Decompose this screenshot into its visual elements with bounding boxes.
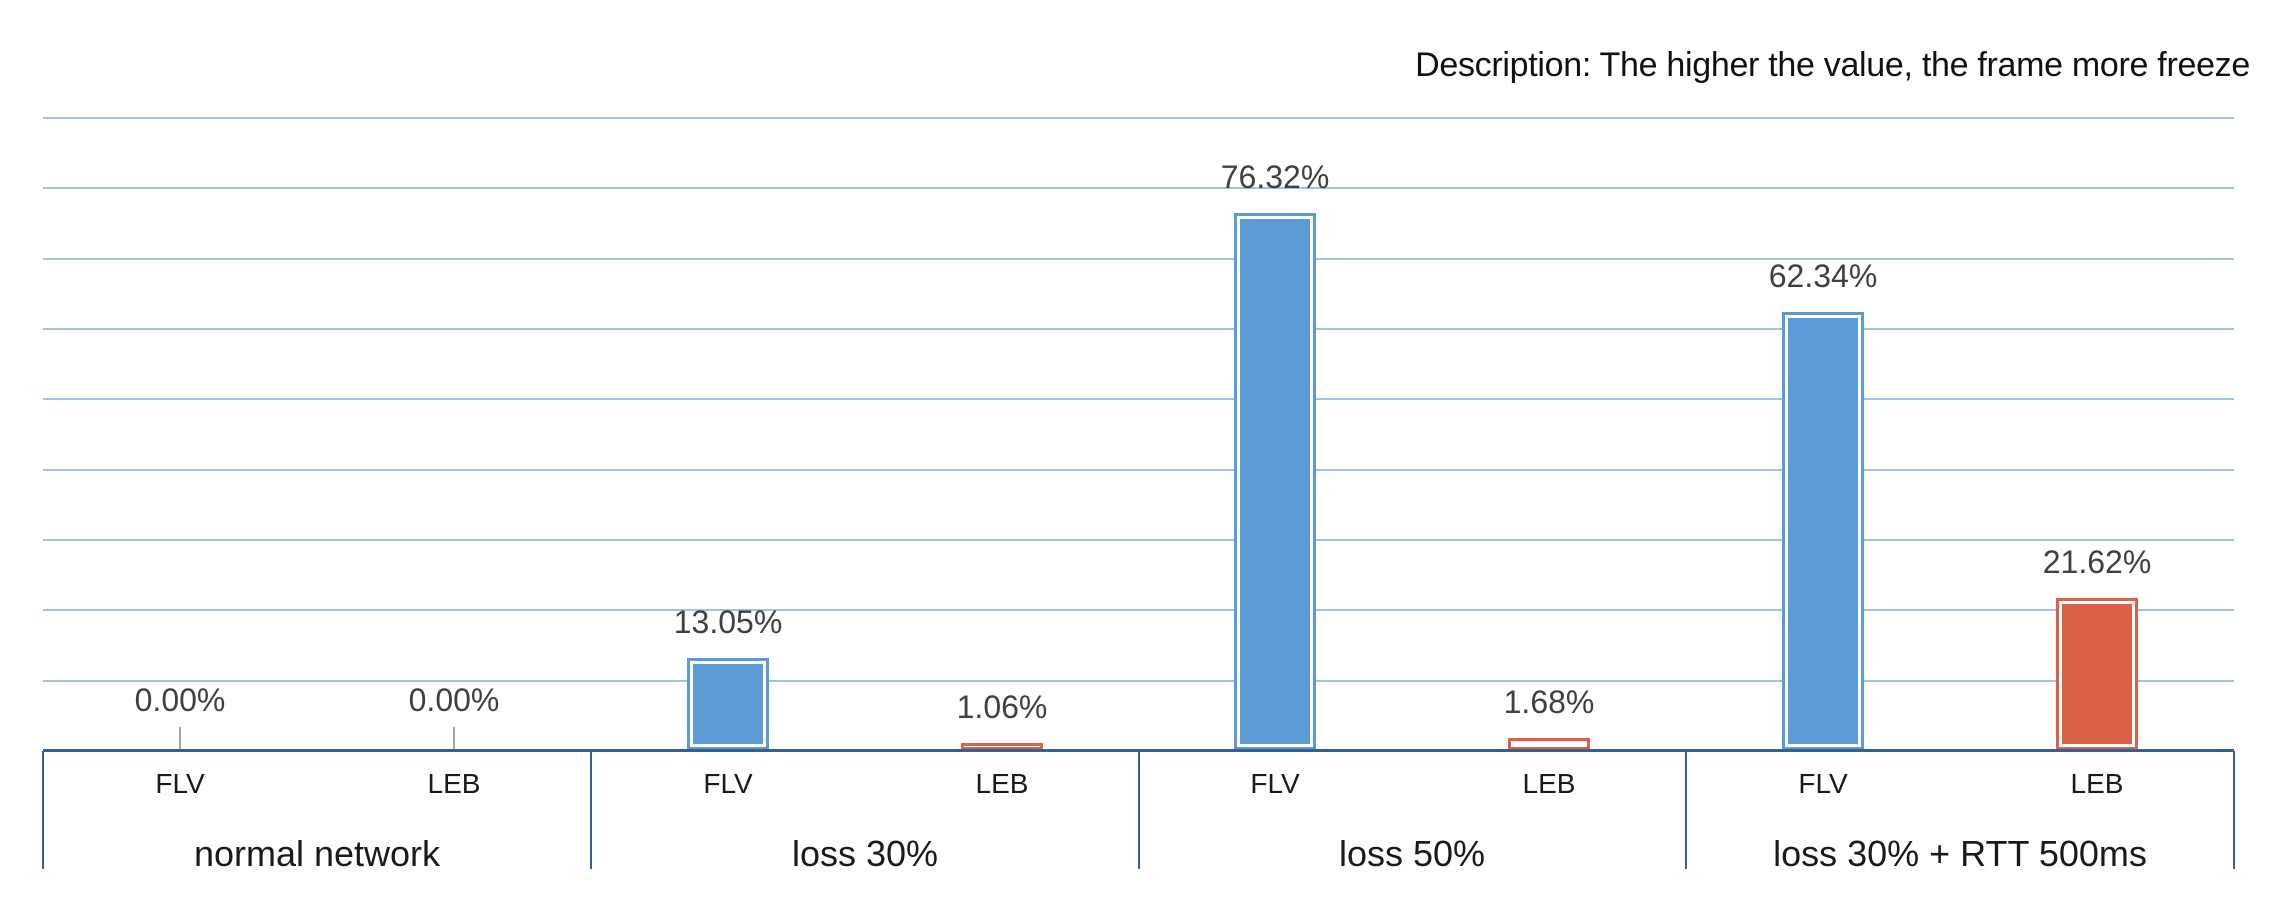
axis-divider-1 [590, 751, 592, 869]
category-label-leb-1: LEB [975, 768, 1029, 799]
group-label-1: loss 30% [791, 833, 939, 874]
gridline-70pct [43, 258, 2234, 260]
bar-flv-2 [1234, 213, 1316, 750]
value-label-flv-1: 13.05% [673, 604, 783, 640]
value-label-flv-0: 0.00% [134, 682, 226, 718]
bar-leb-1 [961, 743, 1043, 750]
gridline-10pct [43, 680, 2234, 682]
category-label-flv-1: FLV [703, 768, 753, 799]
zero-leader-line-leb-0 [453, 727, 455, 749]
bar-leb-2 [1508, 738, 1590, 750]
axis-baseline [43, 749, 2234, 752]
gridline-90pct [43, 117, 2234, 119]
axis-divider-3 [1685, 751, 1687, 869]
value-label-leb-1: 1.06% [956, 689, 1048, 725]
value-label-leb-0: 0.00% [408, 682, 500, 718]
value-label-flv-2: 76.32% [1220, 159, 1330, 195]
gridline-80pct [43, 187, 2234, 189]
group-label-0: normal network [193, 833, 441, 874]
group-label-2: loss 50% [1338, 833, 1486, 874]
bar-leb-3 [2056, 598, 2138, 750]
value-label-flv-3: 62.34% [1768, 258, 1878, 294]
axis-divider-4 [2233, 751, 2235, 869]
category-label-flv-2: FLV [1250, 768, 1300, 799]
chart-description: Description: The higher the value, the f… [1415, 46, 2250, 84]
axis-divider-2 [1138, 751, 1140, 869]
category-label-flv-3: FLV [1798, 768, 1848, 799]
category-label-leb-2: LEB [1522, 768, 1576, 799]
gridline-50pct [43, 398, 2234, 400]
gridline-60pct [43, 328, 2234, 330]
gridline-20pct [43, 609, 2234, 611]
value-label-leb-3: 21.62% [2042, 544, 2152, 580]
zero-leader-line-flv-0 [179, 727, 181, 749]
gridline-30pct [43, 539, 2234, 541]
group-label-3: loss 30% + RTT 500ms [1773, 833, 2147, 874]
value-label-leb-2: 1.68% [1503, 684, 1595, 720]
axis-divider-0 [42, 751, 44, 869]
bar-flv-1 [687, 658, 769, 750]
category-label-flv-0: FLV [155, 768, 205, 799]
bar-flv-3 [1782, 312, 1864, 750]
category-label-leb-3: LEB [2070, 768, 2124, 799]
category-label-leb-0: LEB [427, 768, 481, 799]
gridline-40pct [43, 469, 2234, 471]
